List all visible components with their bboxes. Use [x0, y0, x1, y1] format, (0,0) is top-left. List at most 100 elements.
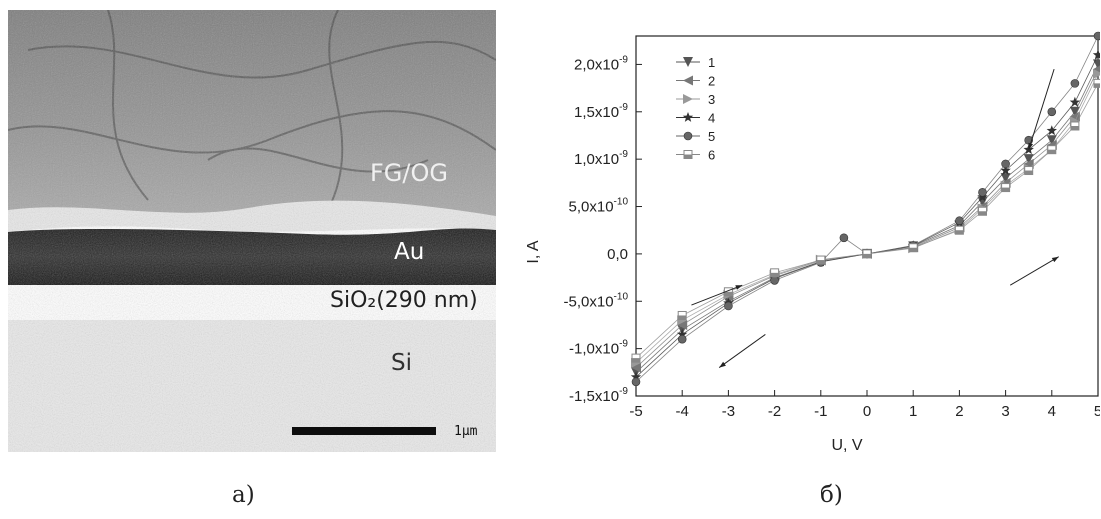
- y-axis-title: I, A: [525, 240, 542, 263]
- y-tick-label: 5,0x10-10: [569, 197, 629, 216]
- legend-label: 5: [708, 129, 715, 144]
- data-point: [1069, 106, 1080, 117]
- label-sio2: SiO₂(290 nm): [330, 288, 478, 313]
- legend-label: 6: [708, 148, 715, 163]
- data-point: [1069, 96, 1081, 107]
- data-point: [1000, 165, 1011, 175]
- x-tick-label: 2: [955, 403, 963, 420]
- data-point: [677, 328, 688, 339]
- arrow-head: [1028, 142, 1033, 150]
- legend-marker: [683, 57, 693, 67]
- data-point: [839, 233, 849, 243]
- data-point: [1047, 107, 1057, 117]
- x-tick-label: -5: [629, 403, 642, 420]
- data-point: [724, 301, 733, 311]
- sem-noise: [8, 10, 496, 452]
- hysteresis-arrow: [1028, 69, 1055, 150]
- label-au: Au: [394, 239, 425, 265]
- data-point: [1046, 135, 1057, 146]
- y-tick-label: -5,0x10-10: [564, 291, 629, 310]
- label-fg-og: FG/OG: [370, 159, 448, 187]
- data-point: [978, 188, 987, 197]
- caption-a: a): [232, 482, 255, 508]
- data-point: [677, 319, 688, 330]
- series-6: [631, 78, 1100, 363]
- data-point: [1000, 173, 1011, 184]
- series-1: [631, 59, 1100, 378]
- sem-image: [8, 10, 496, 452]
- y-tick-label: 1,5x10-9: [574, 102, 628, 121]
- y-tick-label: -1,5x10-9: [569, 386, 628, 405]
- data-point: [1024, 170, 1033, 175]
- x-tick-label: -4: [676, 403, 689, 420]
- arrow-head: [719, 361, 726, 368]
- x-axis-title: U, V: [831, 437, 862, 454]
- data-point: [724, 291, 733, 296]
- data-point: [1069, 111, 1080, 122]
- x-tick-label: -2: [768, 403, 781, 420]
- data-point: [770, 276, 779, 285]
- data-point: [631, 362, 641, 373]
- series-line-3: [635, 73, 1099, 364]
- x-tick-label: -3: [722, 403, 735, 420]
- data-point: [816, 260, 825, 265]
- data-point: [978, 211, 987, 216]
- label-si: Si: [391, 350, 412, 376]
- data-point: [909, 247, 918, 252]
- series-line-1: [635, 64, 1099, 373]
- y-tick-label: 1,0x10-9: [574, 149, 628, 168]
- legend-marker: [684, 154, 692, 159]
- y-tick-label: 2,0x10-9: [574, 54, 628, 73]
- hysteresis-arrow: [1009, 256, 1059, 286]
- legend-marker: [683, 75, 693, 86]
- x-tick-label: 1: [909, 403, 917, 420]
- legend-marker: [682, 112, 694, 122]
- scale-bar: [292, 427, 436, 435]
- data-point: [863, 253, 871, 258]
- series-line-4: [635, 54, 1099, 378]
- x-tick-label: -1: [814, 403, 827, 420]
- data-point: [1001, 159, 1010, 169]
- y-tick-label: 0,0: [607, 246, 628, 263]
- data-point: [630, 371, 642, 382]
- legend-label: 2: [708, 74, 715, 89]
- arrow-head: [735, 285, 743, 290]
- legend-label: 1: [708, 55, 715, 70]
- legend-label: 3: [708, 92, 715, 107]
- legend-marker: [683, 131, 693, 141]
- data-point: [1093, 65, 1100, 73]
- legend-marker: [683, 94, 693, 104]
- x-tick-label: 5: [1094, 403, 1100, 420]
- series-2: [631, 65, 1100, 373]
- arrow-head: [1051, 256, 1059, 263]
- series-4: [630, 49, 1100, 382]
- legend-label: 4: [708, 111, 715, 126]
- data-point: [1094, 83, 1100, 88]
- hysteresis-arrow: [718, 334, 766, 368]
- caption-b: б): [820, 482, 843, 508]
- hysteresis-arrow: [691, 284, 743, 306]
- data-point: [631, 377, 641, 387]
- series-line-6: [635, 83, 1099, 359]
- data-point: [632, 358, 640, 363]
- data-point: [677, 334, 687, 344]
- series-line-5: [635, 35, 1099, 383]
- data-point: [1070, 126, 1079, 130]
- plot-frame: [635, 35, 1099, 397]
- series-3: [631, 68, 1100, 368]
- data-point: [1023, 154, 1034, 165]
- data-point: [1093, 68, 1100, 79]
- x-tick-label: 0: [863, 403, 871, 420]
- iv-chart-panel: -5 -4 -3 -2 -1 0 1 2 3 4 5 -1,5x10-9 -1,0x10-9 -5,0x1…: [510, 20, 1100, 460]
- data-point: [1001, 187, 1010, 192]
- iv-chart: -5 -4 -3 -2 -1 0 1 2 3 4 5 -1,5x10-9 -1,0x10-9 -5,0x1…: [525, 31, 1100, 454]
- sem-panel: FG/OG Au SiO₂(290 nm) Si 1μm: [8, 10, 496, 452]
- y-tick-label: -1,0x10-9: [569, 339, 628, 358]
- data-point: [770, 272, 779, 277]
- x-tick-label: 3: [1001, 403, 1009, 420]
- data-point: [1070, 79, 1080, 88]
- data-point: [678, 315, 687, 320]
- data-point: [955, 216, 964, 226]
- x-tick-label: 4: [1048, 403, 1056, 420]
- data-point: [1046, 125, 1057, 136]
